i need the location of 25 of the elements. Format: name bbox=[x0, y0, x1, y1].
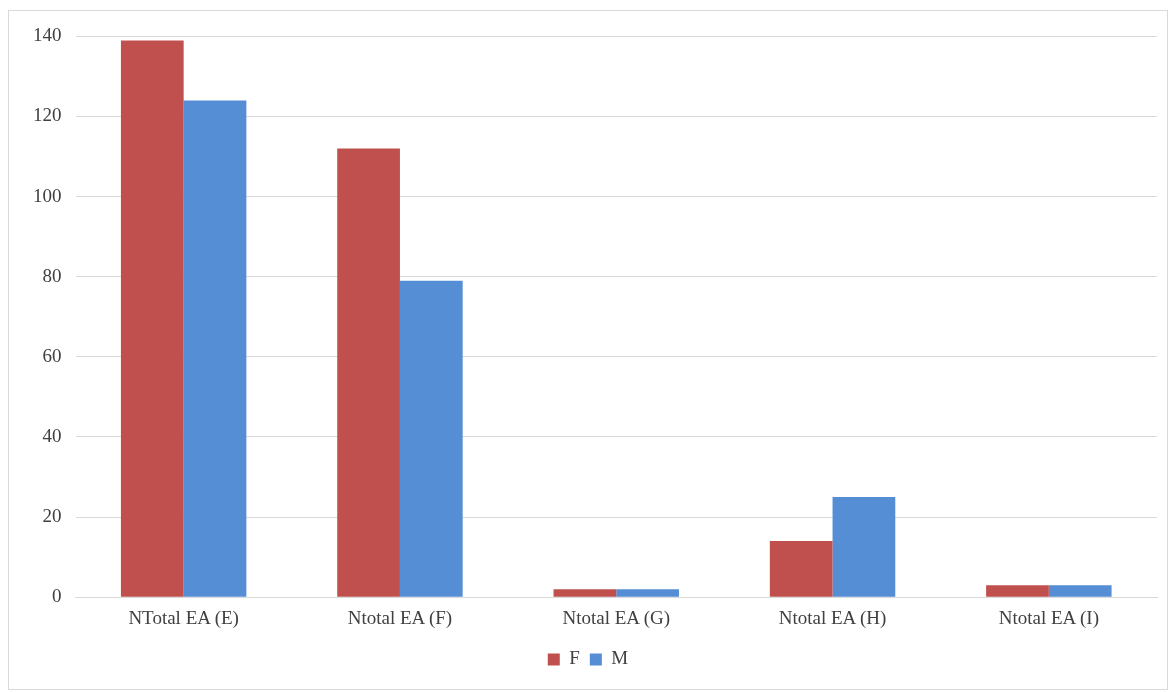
bar bbox=[120, 40, 184, 597]
y-tick-label: 80 bbox=[42, 264, 62, 286]
bar bbox=[1048, 585, 1112, 597]
bar bbox=[986, 585, 1049, 597]
y-tick-label: 40 bbox=[42, 424, 62, 446]
x-tick-label: Ntotal EA (I) bbox=[998, 606, 1099, 629]
bar bbox=[616, 589, 679, 597]
bar bbox=[553, 589, 617, 597]
legend-label: F bbox=[569, 647, 580, 669]
bar bbox=[399, 280, 463, 597]
bar bbox=[832, 497, 896, 597]
y-tick-label: 0 bbox=[52, 585, 62, 607]
y-tick-label: 120 bbox=[33, 104, 62, 126]
y-tick-label: 20 bbox=[42, 505, 62, 527]
x-tick-label: NTotal EA (E) bbox=[128, 606, 239, 629]
x-tick-label: Ntotal EA (F) bbox=[347, 606, 453, 629]
bar bbox=[337, 148, 400, 597]
x-tick-label: Ntotal EA (G) bbox=[562, 606, 671, 629]
legend-label: M bbox=[611, 647, 629, 669]
y-tick-label: 140 bbox=[33, 24, 62, 46]
x-tick-label: Ntotal EA (H) bbox=[778, 606, 887, 629]
y-tick-label: 60 bbox=[42, 344, 62, 366]
bar bbox=[183, 100, 247, 597]
bar bbox=[769, 541, 833, 597]
y-tick-label: 100 bbox=[33, 184, 62, 206]
